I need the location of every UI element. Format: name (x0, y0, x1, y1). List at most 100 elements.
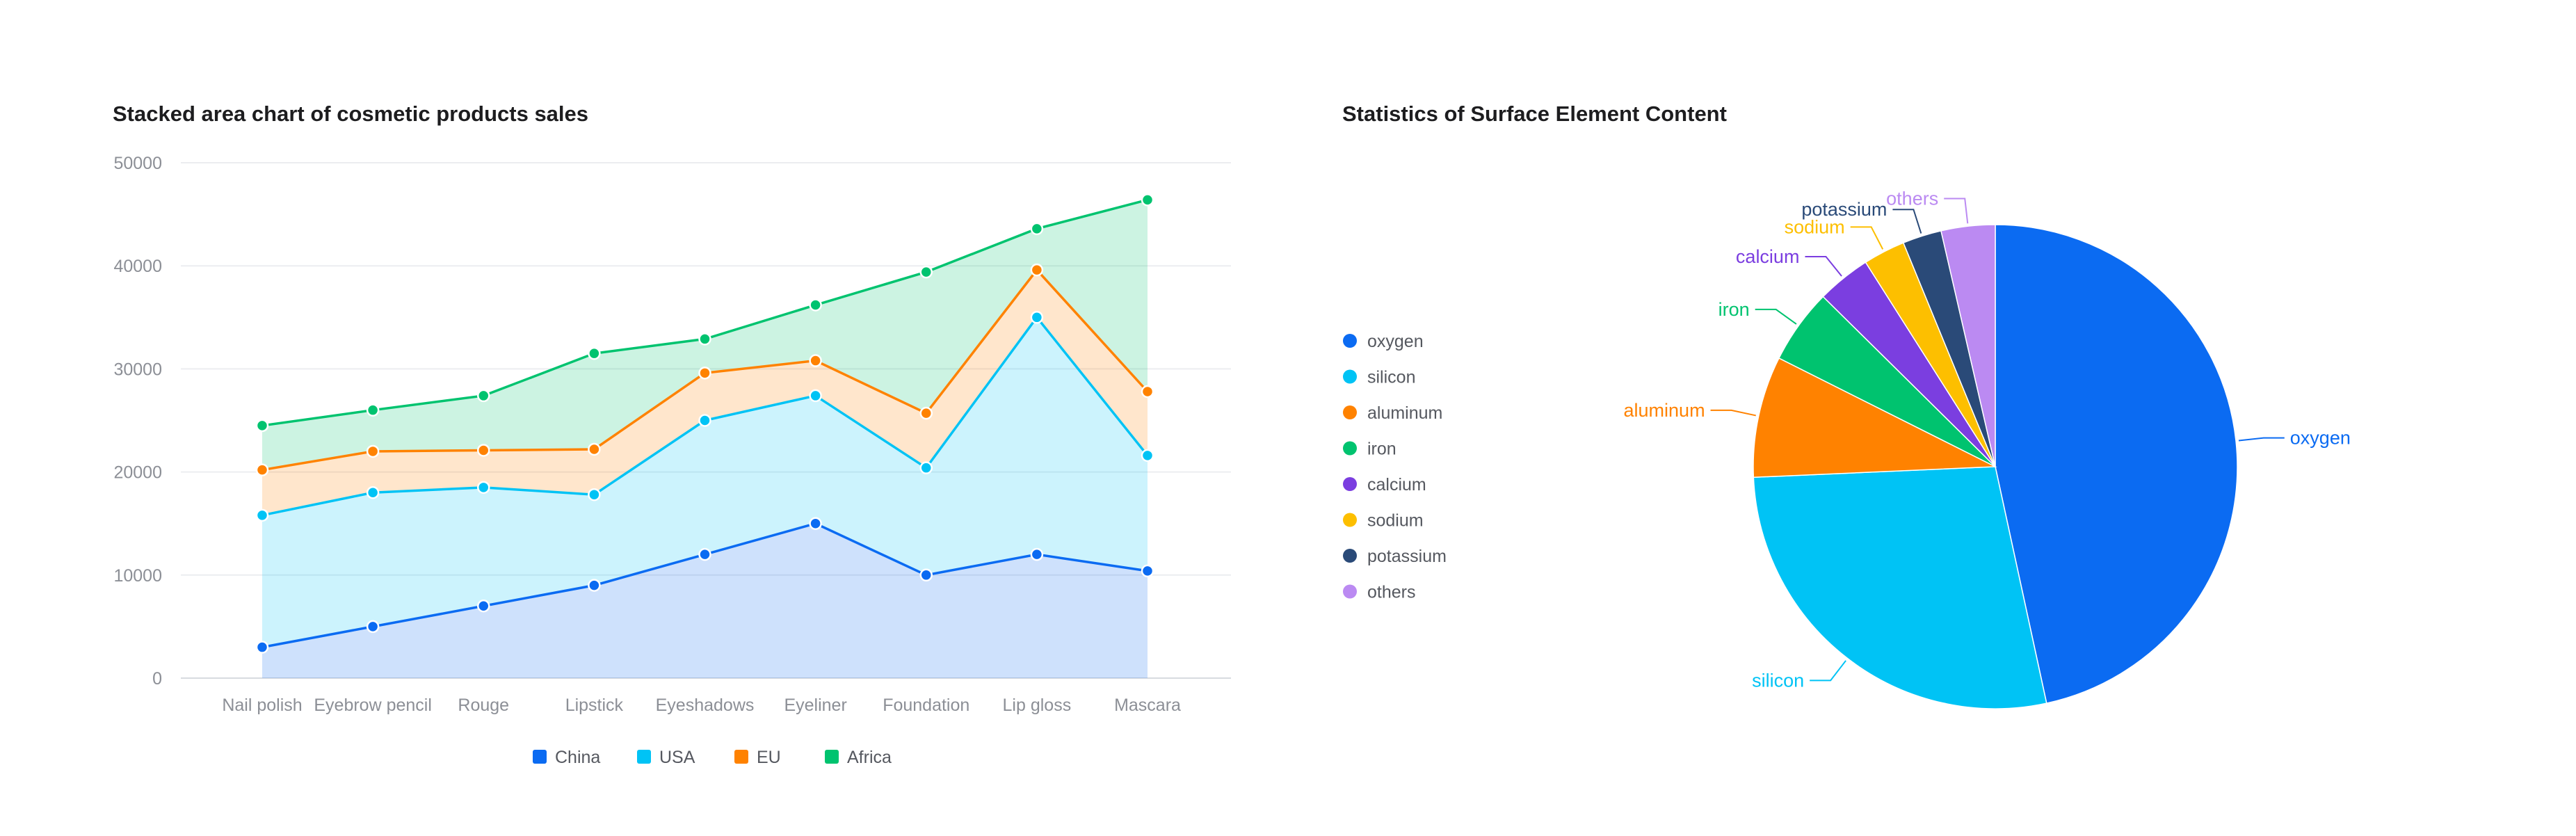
legend-item-china[interactable]: China (533, 748, 600, 767)
legend-swatch (533, 750, 547, 764)
pie-label-others: others (1886, 188, 1938, 209)
x-tick-label: Eyeshadows (656, 696, 755, 715)
data-point-china[interactable] (698, 547, 711, 561)
pie-label-calcium: calcium (1736, 246, 1800, 267)
legend-label: calcium (1367, 475, 1426, 495)
data-point-eu[interactable] (255, 463, 269, 476)
data-point-eu[interactable] (588, 442, 601, 456)
legend-swatch (734, 750, 748, 764)
data-point-africa[interactable] (1141, 193, 1154, 207)
data-point-africa[interactable] (255, 419, 269, 433)
pie-slice-silicon[interactable] (1753, 466, 2047, 709)
legend-label: potassium (1367, 547, 1447, 566)
area-china (262, 523, 1148, 678)
legend-label: silicon (1367, 368, 1415, 387)
legend-item-oxygen[interactable]: oxygen (1343, 332, 1424, 351)
y-tick-label: 50000 (113, 154, 162, 173)
data-point-china[interactable] (1030, 547, 1044, 561)
data-point-africa[interactable] (588, 346, 601, 360)
data-point-usa[interactable] (255, 508, 269, 522)
data-point-china[interactable] (255, 641, 269, 654)
x-tick-label: Eyebrow pencil (314, 696, 432, 715)
legend-label: oxygen (1367, 332, 1424, 351)
leader-line-others (1944, 198, 1969, 224)
pie-slice-oxygen[interactable] (1995, 224, 2238, 704)
data-point-usa[interactable] (588, 488, 601, 501)
data-point-usa[interactable] (919, 461, 933, 474)
x-tick-label: Mascara (1114, 696, 1181, 715)
legend-label: Africa (847, 748, 892, 767)
stacked-area-chart-panel: Stacked area chart of cosmetic products … (113, 102, 1231, 767)
area-chart-svg: 0 10000 20000 30000 40000 50000 Nail polish Eye… (113, 154, 1231, 767)
pie-chart-panel: Statistics of Surface Element Content ox… (1288, 0, 2576, 836)
data-point-africa[interactable] (366, 403, 380, 417)
legend-item-usa[interactable]: USA (637, 748, 695, 767)
legend-label: aluminum (1367, 403, 1442, 423)
data-point-eu[interactable] (366, 444, 380, 458)
pie-label-sodium: sodium (1785, 216, 1845, 237)
leader-line-potassium (1892, 209, 1922, 234)
legend-swatch (1343, 441, 1357, 456)
leader-line-aluminum (1710, 409, 1756, 417)
leader-line-iron (1755, 308, 1797, 325)
data-point-africa[interactable] (477, 389, 490, 403)
legend-label: China (555, 748, 600, 767)
legend-item-eu[interactable]: EU (734, 748, 781, 767)
data-point-china[interactable] (1141, 564, 1154, 578)
legend-item-silicon[interactable]: silicon (1343, 368, 1415, 387)
data-point-eu[interactable] (1030, 263, 1044, 277)
legend-swatch (1343, 334, 1357, 348)
data-point-eu[interactable] (919, 406, 933, 420)
data-point-china[interactable] (588, 579, 601, 592)
legend-swatch (637, 750, 651, 764)
legend-item-potassium[interactable]: potassium (1343, 547, 1447, 566)
data-point-usa[interactable] (366, 485, 380, 499)
legend-swatch (1343, 369, 1357, 384)
data-point-usa[interactable] (477, 481, 490, 495)
legend-label: iron (1367, 440, 1396, 459)
data-point-africa[interactable] (698, 332, 711, 346)
data-point-eu[interactable] (809, 354, 822, 367)
data-point-china[interactable] (366, 620, 380, 634)
data-point-usa[interactable] (698, 414, 711, 427)
leader-line-calcium (1805, 255, 1842, 277)
legend-item-aluminum[interactable]: aluminum (1343, 403, 1442, 423)
leader-line-silicon (1810, 660, 1846, 682)
data-point-usa[interactable] (809, 389, 822, 403)
data-point-china[interactable] (919, 568, 933, 582)
data-point-china[interactable] (477, 600, 490, 613)
pie-label-oxygen: oxygen (2290, 428, 2351, 449)
pie-slice-others[interactable] (1940, 224, 1996, 467)
pie-label-potassium: potassium (1801, 199, 1887, 220)
pie-slice-aluminum[interactable] (1753, 357, 1997, 479)
data-point-usa[interactable] (1141, 449, 1154, 463)
pie-label-iron: iron (1718, 299, 1750, 320)
legend-item-iron[interactable]: iron (1343, 440, 1396, 459)
legend-swatch (1343, 405, 1357, 419)
x-tick-label: Nail polish (222, 696, 302, 715)
data-point-africa[interactable] (809, 298, 822, 312)
legend-swatch (1343, 513, 1357, 527)
legend-item-calcium[interactable]: calcium (1343, 475, 1426, 495)
y-tick-label: 30000 (113, 360, 162, 379)
y-tick-label: 20000 (113, 463, 162, 483)
legend-item-sodium[interactable]: sodium (1343, 511, 1424, 531)
data-point-eu[interactable] (477, 444, 490, 457)
area-africa (262, 200, 1148, 470)
x-tick-label: Rouge (458, 696, 509, 715)
area-usa (262, 317, 1148, 648)
data-point-usa[interactable] (1030, 311, 1044, 324)
data-point-eu[interactable] (1141, 385, 1154, 399)
legend-item-others[interactable]: others (1343, 583, 1415, 602)
x-tick-label: Lip gloss (1003, 696, 1072, 715)
data-point-africa[interactable] (919, 265, 933, 279)
pie-label-silicon: silicon (1752, 670, 1804, 691)
legend-swatch (1343, 477, 1357, 491)
data-point-china[interactable] (809, 517, 822, 530)
pie-label-aluminum: aluminum (1624, 400, 1705, 421)
legend-item-africa[interactable]: Africa (825, 748, 892, 767)
data-point-africa[interactable] (1030, 222, 1044, 236)
legend-swatch (1343, 584, 1357, 599)
data-point-eu[interactable] (698, 367, 711, 380)
legend-swatch (825, 750, 839, 764)
